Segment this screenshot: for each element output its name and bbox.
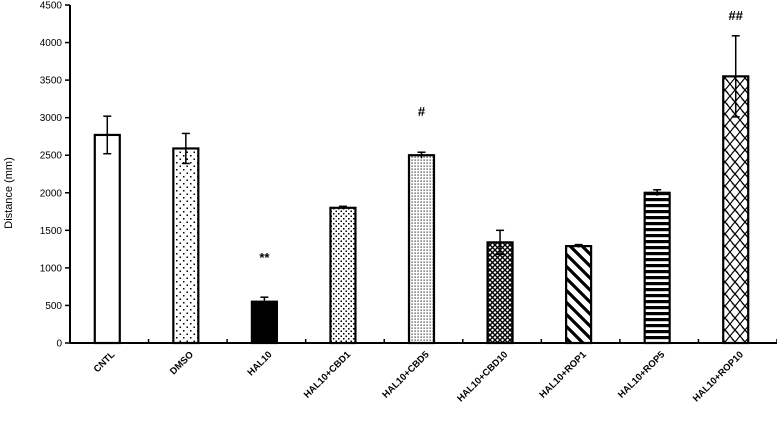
x-tick-label: DMSO: [168, 349, 196, 377]
x-tick-label: HAL10+CBD10: [455, 349, 510, 404]
bar-rect: [722, 75, 750, 345]
x-tick-label: HAL10+ROP10: [691, 349, 746, 404]
x-tick-label: CNTL: [92, 349, 118, 375]
x-tick-label: HAL10+CBD1: [302, 349, 354, 401]
bar-rect: [329, 206, 357, 345]
significance-marker: ##: [728, 8, 743, 23]
x-tick-label: HAL10+ROP5: [616, 349, 668, 401]
y-axis: 0 500 1000 1500 2000 2500 3000 3500 4000 4500: [40, 1, 71, 350]
bar-rect: [407, 154, 436, 345]
bar-hal10-cbd1: [329, 205, 357, 345]
bar-hal10-cbd10: [486, 229, 514, 345]
bar-hal10: [250, 296, 278, 345]
bar-rect: [565, 245, 593, 345]
bar-hal10-rop5: [643, 189, 671, 345]
bar-cntl: [93, 115, 121, 345]
bar-rect: [250, 300, 278, 345]
y-tick-label: 3500: [40, 76, 63, 87]
x-tick-label: HAL10+ROP1: [537, 349, 589, 401]
y-tick-label: 4000: [40, 38, 63, 49]
bars-group: **###: [93, 8, 750, 345]
y-axis-title: Distance (mm): [3, 157, 15, 229]
bar-hal10-cbd5: [407, 151, 436, 345]
y-tick-label: 1500: [40, 226, 63, 237]
bar-rect: [93, 133, 121, 345]
y-tick-label: 0: [56, 339, 62, 350]
x-tick-label: HAL10+CBD5: [380, 349, 432, 401]
significance-marker: #: [418, 104, 426, 119]
significance-marker: **: [259, 250, 270, 265]
y-tick-label: 2500: [40, 151, 63, 162]
y-tick-label: 1000: [40, 263, 63, 274]
y-tick-label: 3000: [40, 113, 63, 124]
y-tick-label: 500: [45, 301, 62, 312]
bar-hal10-rop10: [722, 35, 750, 345]
y-tick-label: 2000: [40, 188, 63, 199]
x-tick-label: HAL10: [245, 349, 274, 378]
bar-dmso: [172, 132, 200, 345]
bar-hal10-rop1: [565, 243, 593, 345]
y-tick-label: 4500: [40, 1, 63, 12]
bar-rect: [486, 241, 514, 345]
x-axis: CNTL DMSO HAL10 HAL10+CBD1 HAL10+CBD5 HAL10+C…: [70, 339, 777, 404]
bar-rect: [643, 191, 671, 345]
bar-rect: [172, 147, 200, 345]
